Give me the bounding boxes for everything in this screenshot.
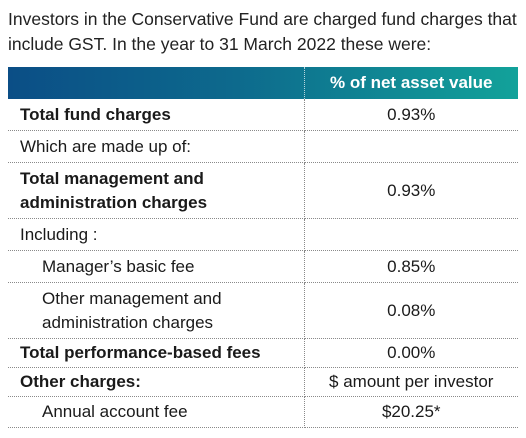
- table-row-total-management-admin: Total management and administration char…: [8, 162, 518, 219]
- table-header-row: % of net asset value: [8, 67, 518, 99]
- row-value: [304, 218, 518, 251]
- table-row-including: Including :: [8, 218, 518, 251]
- row-label: Which are made up of:: [8, 130, 305, 163]
- row-value: 0.93%: [304, 99, 518, 131]
- row-value: $20.25*: [304, 396, 518, 428]
- intro-paragraph: Investors in the Conservative Fund are c…: [8, 9, 517, 54]
- table-row-managers-basic-fee: Manager’s basic fee 0.85%: [8, 250, 518, 283]
- row-value: 0.08%: [304, 282, 518, 339]
- row-value: $ amount per investor: [304, 367, 518, 397]
- header-net-asset-value: % of net asset value: [329, 73, 493, 92]
- row-label: Including :: [8, 218, 305, 251]
- row-value: [304, 130, 518, 163]
- fund-charges-table: % of net asset value Total fund charges …: [8, 67, 518, 428]
- table-row-other-charges: Other charges: $ amount per investor: [8, 367, 518, 397]
- row-label: Other charges:: [8, 367, 305, 397]
- header-blank-cell: [8, 67, 305, 99]
- row-value: 0.85%: [304, 250, 518, 283]
- row-label: Other management and administration char…: [8, 282, 305, 339]
- table-row-annual-account-fee: Annual account fee $20.25*: [8, 396, 518, 428]
- table-row-total-fund-charges: Total fund charges 0.93%: [8, 99, 518, 131]
- table-row-performance-fees: Total performance-based fees 0.00%: [8, 338, 518, 368]
- table-row-other-management-admin: Other management and administration char…: [8, 282, 518, 339]
- row-label: Total performance-based fees: [8, 338, 305, 368]
- row-value: 0.00%: [304, 338, 518, 368]
- table-row-made-up-of: Which are made up of:: [8, 130, 518, 163]
- row-label: Total management and administration char…: [8, 162, 305, 219]
- row-label: Annual account fee: [8, 396, 305, 428]
- fund-charges-table-container: % of net asset value Total fund charges …: [8, 67, 518, 428]
- row-label: Total fund charges: [8, 99, 305, 131]
- row-label: Manager’s basic fee: [8, 250, 305, 283]
- row-value: 0.93%: [304, 162, 518, 219]
